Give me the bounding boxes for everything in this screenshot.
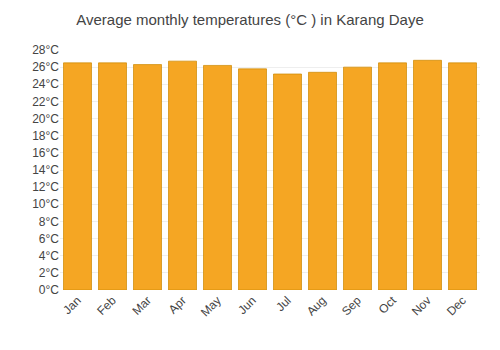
svg-text:2°C: 2°C xyxy=(39,266,59,280)
svg-text:Jul: Jul xyxy=(273,293,294,314)
svg-text:0°C: 0°C xyxy=(39,283,59,297)
svg-text:26°C: 26°C xyxy=(32,60,59,74)
svg-text:Jan: Jan xyxy=(60,293,84,317)
svg-text:Mar: Mar xyxy=(129,293,154,318)
svg-text:Nov: Nov xyxy=(409,293,434,318)
svg-text:Aug: Aug xyxy=(304,293,329,318)
svg-text:Average monthly temperatures (: Average monthly temperatures (°C ) in Ka… xyxy=(76,11,424,28)
svg-text:14°C: 14°C xyxy=(32,163,59,177)
svg-text:28°C: 28°C xyxy=(32,43,59,57)
svg-text:Jun: Jun xyxy=(235,293,259,317)
svg-text:Oct: Oct xyxy=(376,293,400,317)
svg-text:16°C: 16°C xyxy=(32,146,59,160)
svg-text:12°C: 12°C xyxy=(32,180,59,194)
svg-text:May: May xyxy=(198,293,224,319)
svg-text:Sep: Sep xyxy=(339,293,364,318)
svg-text:20°C: 20°C xyxy=(32,112,59,126)
svg-text:8°C: 8°C xyxy=(39,215,59,229)
svg-text:6°C: 6°C xyxy=(39,232,59,246)
svg-text:Dec: Dec xyxy=(444,293,469,318)
svg-text:10°C: 10°C xyxy=(32,197,59,211)
svg-text:24°C: 24°C xyxy=(32,77,59,91)
svg-text:22°C: 22°C xyxy=(32,95,59,109)
svg-text:Feb: Feb xyxy=(94,293,119,318)
svg-text:4°C: 4°C xyxy=(39,249,59,263)
svg-text:18°C: 18°C xyxy=(32,129,59,143)
svg-text:Apr: Apr xyxy=(166,293,189,316)
